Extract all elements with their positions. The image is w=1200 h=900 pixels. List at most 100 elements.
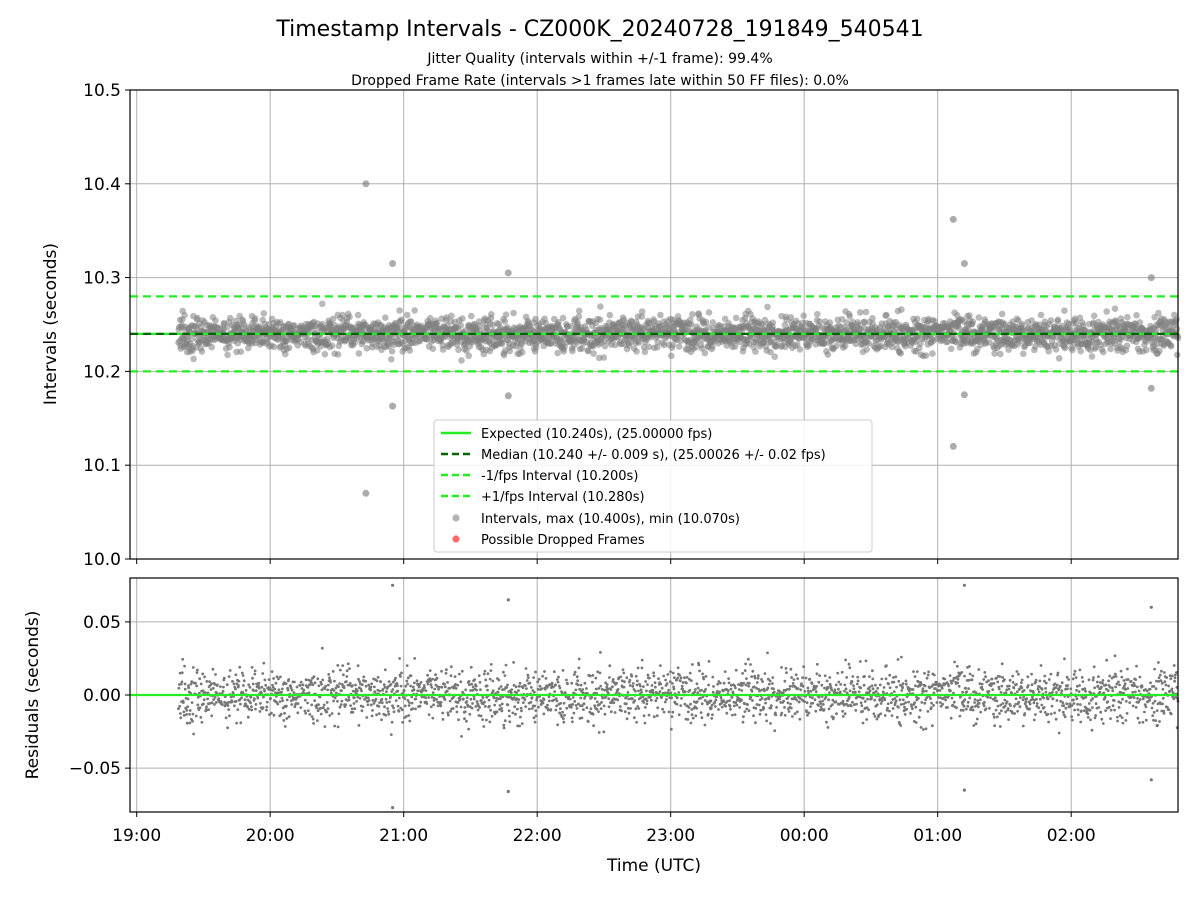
residual-point xyxy=(652,715,656,719)
residual-point xyxy=(809,690,813,693)
residual-point xyxy=(226,701,230,704)
interval-point xyxy=(897,350,904,357)
residual-point xyxy=(937,696,940,699)
residual-point xyxy=(504,663,508,667)
residual-point xyxy=(857,690,861,694)
residual-point xyxy=(407,704,411,707)
interval-point xyxy=(668,352,675,360)
residual-point xyxy=(598,671,602,675)
intervals-x-ticks xyxy=(136,559,1072,564)
residual-point xyxy=(479,714,483,718)
interval-point xyxy=(532,344,540,351)
residual-point xyxy=(1012,704,1016,708)
residual-point xyxy=(213,703,216,706)
residual-point xyxy=(948,674,952,677)
residual-point xyxy=(1005,700,1009,703)
residual-point xyxy=(265,708,268,712)
residual-point xyxy=(841,709,844,713)
residual-point xyxy=(611,678,615,681)
residual-point xyxy=(870,696,873,699)
residual-point xyxy=(191,666,195,669)
residual-point xyxy=(951,703,955,707)
interval-point xyxy=(816,318,823,325)
residual-point xyxy=(880,699,884,703)
residual-point xyxy=(758,689,761,693)
residual-point xyxy=(1023,712,1027,715)
residual-point xyxy=(560,690,563,693)
residual-point xyxy=(744,662,747,666)
residual-point xyxy=(475,688,478,692)
residual-point xyxy=(326,683,330,687)
residual-point xyxy=(679,704,683,707)
residual-point xyxy=(555,678,559,681)
residual-point xyxy=(634,689,637,693)
residual-point xyxy=(522,701,525,704)
residual-point xyxy=(538,684,542,688)
residual-point xyxy=(380,697,384,701)
residual-point xyxy=(732,704,736,708)
residual-point xyxy=(734,701,738,705)
residual-point xyxy=(557,675,560,679)
interval-point xyxy=(188,335,196,343)
residual-point xyxy=(490,714,494,718)
interval-point xyxy=(869,315,876,322)
residual-point xyxy=(593,704,597,708)
residual-point xyxy=(496,690,500,694)
interval-point xyxy=(768,337,775,345)
interval-point xyxy=(669,341,677,349)
residual-point xyxy=(437,687,440,691)
residual-point xyxy=(392,710,396,714)
residual-point xyxy=(677,691,681,694)
residual-point xyxy=(989,696,992,699)
interval-point xyxy=(1020,350,1027,358)
residual-point xyxy=(474,684,478,688)
residual-point xyxy=(680,697,683,700)
residual-point xyxy=(415,679,419,683)
residual-point xyxy=(577,666,581,670)
residual-point xyxy=(691,663,694,666)
residual-point xyxy=(817,695,821,699)
residual-point xyxy=(772,687,775,691)
residual-point xyxy=(808,677,812,681)
residual-point xyxy=(930,701,933,705)
residual-point xyxy=(418,682,421,686)
residual-point xyxy=(805,710,809,714)
residual-point xyxy=(780,666,783,669)
residual-point xyxy=(177,686,181,690)
residual-point xyxy=(783,706,786,709)
residual-point xyxy=(534,670,537,674)
interval-point xyxy=(388,348,396,355)
residual-point xyxy=(864,659,868,663)
residual-point xyxy=(1007,684,1011,688)
interval-point xyxy=(1090,312,1098,320)
residual-point xyxy=(914,684,917,688)
residual-point xyxy=(976,699,980,703)
intervals-panel: 10.010.110.210.310.410.5 Intervals (seco… xyxy=(41,81,1182,570)
residual-point xyxy=(760,697,764,700)
residual-point xyxy=(338,682,341,685)
interval-point xyxy=(769,319,777,327)
residual-point xyxy=(211,667,215,671)
residual-point xyxy=(562,720,566,724)
residual-point xyxy=(524,667,528,670)
residual-point xyxy=(177,707,180,711)
residual-point xyxy=(554,708,558,712)
residual-point xyxy=(809,705,812,708)
residual-point xyxy=(191,719,194,723)
residual-point xyxy=(625,702,628,706)
residual-point xyxy=(1025,697,1029,700)
residual-point xyxy=(571,720,574,724)
residual-point xyxy=(910,705,913,708)
residual-point xyxy=(978,682,982,686)
interval-point xyxy=(998,310,1006,318)
residual-point xyxy=(926,710,930,713)
residual-point xyxy=(855,702,858,706)
residual-point xyxy=(230,700,234,704)
residual-point xyxy=(609,710,613,714)
residual-point xyxy=(786,697,789,700)
residual-point xyxy=(220,703,224,706)
residual-point xyxy=(585,687,588,690)
residual-point xyxy=(830,688,833,692)
residual-point xyxy=(998,712,1001,715)
residual-point xyxy=(459,705,463,709)
